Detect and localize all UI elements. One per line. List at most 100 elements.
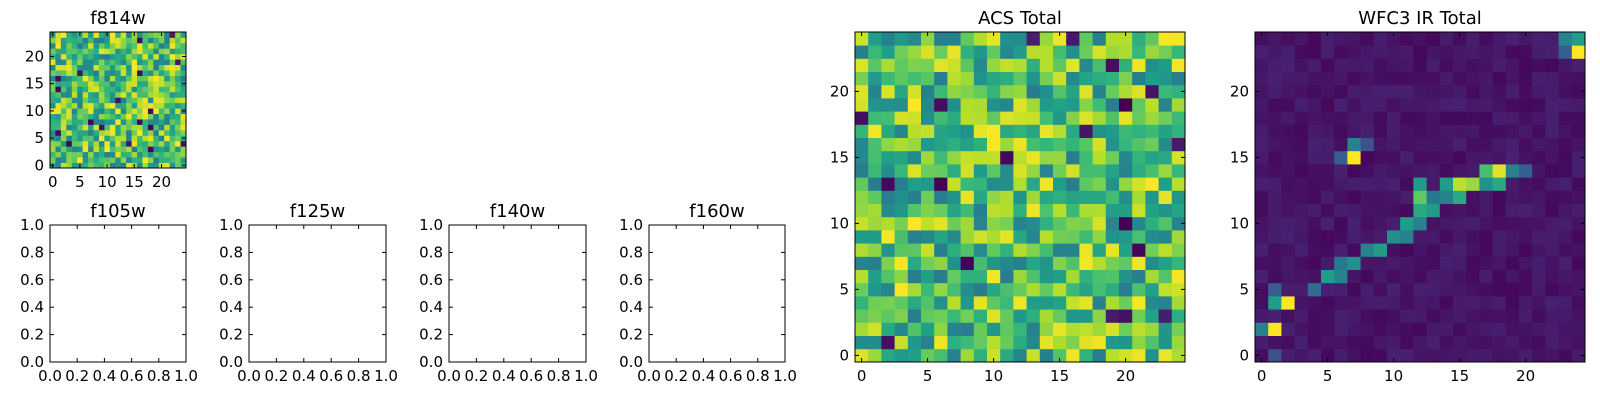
heatmap-cell [142,124,149,131]
heatmap-cell [1092,137,1107,152]
heatmap-cell [1013,203,1027,218]
heatmap-cell [120,119,127,125]
heatmap-cell [115,140,122,147]
heatmap-cell [1294,230,1309,244]
y-tick-label: 15 [830,148,849,166]
heatmap-cell [126,162,132,169]
heatmap-cell [169,32,176,38]
x-tick-label: 20 [1516,367,1535,385]
heatmap-cell [66,129,73,136]
heatmap-cell [1000,243,1014,257]
heatmap-cell [1158,348,1173,363]
heatmap-cell [1053,150,1067,165]
heatmap-cell [1294,32,1309,46]
heatmap-cell [71,42,78,49]
heatmap-cell [137,91,143,98]
heatmap-cell [98,129,105,136]
heatmap-cell [164,108,171,114]
heatmap-cell [921,296,935,310]
heatmap-cell [1360,296,1375,310]
heatmap-cell [1439,296,1454,310]
heatmap-cell [1013,111,1027,125]
heatmap-cell [137,64,143,71]
heatmap-cell [158,70,165,76]
heatmap-cell [1558,243,1573,257]
heatmap-cell [1105,296,1120,310]
heatmap-cell [1053,164,1067,178]
heatmap-cell [894,111,909,125]
heatmap-cell [175,135,181,142]
heatmap-cell [1132,45,1146,59]
heatmap-cell [55,102,62,109]
heatmap-cell [1360,111,1375,125]
heatmap-cell [153,70,160,76]
heatmap-cell [1066,32,1080,46]
heatmap-cell [921,124,935,138]
heatmap-cell [1000,177,1014,191]
heatmap-cell [1387,348,1401,363]
heatmap-cell [126,113,132,120]
heatmap-cell [1255,348,1269,363]
heatmap-cell [1373,58,1388,72]
heatmap-cell [960,124,975,138]
heatmap-cell [947,177,961,191]
heatmap-cell [1255,230,1269,244]
heatmap-cell [1294,335,1309,350]
heatmap-cell [907,348,922,363]
heatmap-cell [66,97,73,104]
heatmap-cell [1255,335,1269,350]
heatmap-cell [1519,111,1533,125]
heatmap-cell [1013,243,1027,257]
heatmap-cell [180,97,187,104]
heatmap-cell [947,111,961,125]
heatmap-cell [1334,124,1348,138]
heatmap-cell [1000,322,1014,336]
heatmap-cell [1053,45,1067,59]
heatmap-cell [169,119,176,125]
heatmap-cell [947,190,961,204]
heatmap-cell [855,58,869,72]
heatmap-cell [907,296,922,310]
heatmap-cell [1171,177,1186,191]
heatmap-cell [1347,124,1361,138]
heatmap-cell [1255,256,1269,270]
heatmap-cell [1039,150,1054,165]
heatmap-cell [104,113,111,120]
heatmap-cell [1026,84,1041,99]
heatmap-cell [1479,243,1493,257]
heatmap-cell [1334,309,1348,323]
heatmap-cell [1439,177,1454,191]
heatmap-cell [137,75,143,82]
heatmap-cell [1439,137,1454,152]
heatmap-cell [153,124,160,131]
heatmap-cell [98,80,105,87]
heatmap-cell [88,75,94,82]
heatmap-cell [55,135,62,142]
heatmap-cell [137,70,143,76]
heatmap-cell [1013,124,1027,138]
heatmap-cell [1039,32,1054,46]
heatmap-cell [77,53,84,60]
heatmap-cell [1158,164,1173,178]
heatmap-cell [1387,32,1401,46]
heatmap-cell [1453,348,1467,363]
heatmap-cell [88,119,94,125]
x-tick-label: 0.2 [464,367,488,385]
heatmap-cell [855,203,869,218]
heatmap-cell [147,64,154,71]
heatmap-cell [947,296,961,310]
heatmap-cell [1453,269,1467,284]
heatmap-cell [1321,32,1335,46]
heatmap-cell [1294,243,1309,257]
heatmap-cell [1466,348,1480,363]
heatmap-cell [1145,309,1159,323]
heatmap-cell [180,129,187,136]
heatmap-cell [158,102,165,109]
heatmap-cell [1294,269,1309,284]
heatmap-cell [1373,190,1388,204]
y-tick-label: 20 [830,82,849,100]
heatmap-cell [1571,243,1586,257]
heatmap-cell [881,58,895,72]
heatmap-cell [82,140,89,147]
heatmap-cell [1026,58,1041,72]
